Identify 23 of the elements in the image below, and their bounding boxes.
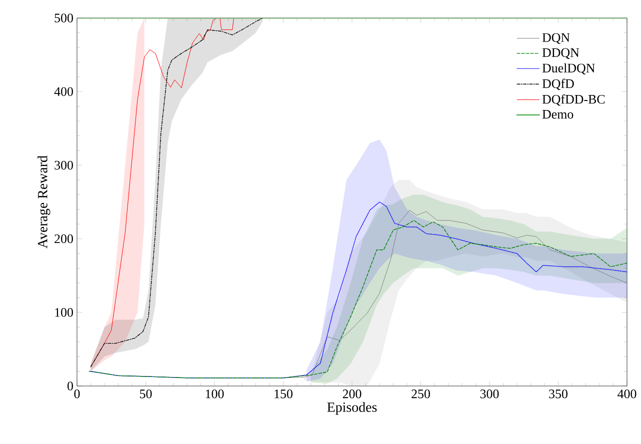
x-tick-label: 300 bbox=[480, 390, 499, 398]
y-tick-label: 0 bbox=[68, 382, 73, 390]
legend-label: DuelDQN bbox=[542, 63, 595, 74]
y-tick-label: 300 bbox=[54, 160, 73, 170]
legend-label: DQN bbox=[542, 33, 570, 44]
x-tick-label: 250 bbox=[412, 390, 430, 398]
y-tick-label: 100 bbox=[55, 308, 73, 317]
legend-label: DDQN bbox=[542, 48, 580, 59]
x-tick-label: 200 bbox=[342, 390, 362, 398]
x-tick-label: 0 bbox=[74, 390, 80, 398]
legend-label: Demo bbox=[542, 110, 574, 119]
x-tick-label: 350 bbox=[549, 390, 568, 398]
x-tick-label: 50 bbox=[140, 390, 152, 398]
legend-label: DQfD bbox=[542, 78, 574, 90]
x-tick-label: 150 bbox=[274, 390, 292, 398]
y-axis-title: Average Reward bbox=[38, 156, 50, 248]
y-tick-label: 400 bbox=[54, 87, 73, 96]
y-tick-label: 500 bbox=[54, 14, 73, 22]
x-tick-label: 400 bbox=[618, 390, 636, 398]
y-tick-label: 200 bbox=[54, 234, 73, 244]
x-tick-label: 100 bbox=[206, 390, 224, 398]
x-axis-title: Episodes bbox=[327, 402, 377, 415]
legend-label: DQfDD-BC bbox=[542, 94, 605, 106]
